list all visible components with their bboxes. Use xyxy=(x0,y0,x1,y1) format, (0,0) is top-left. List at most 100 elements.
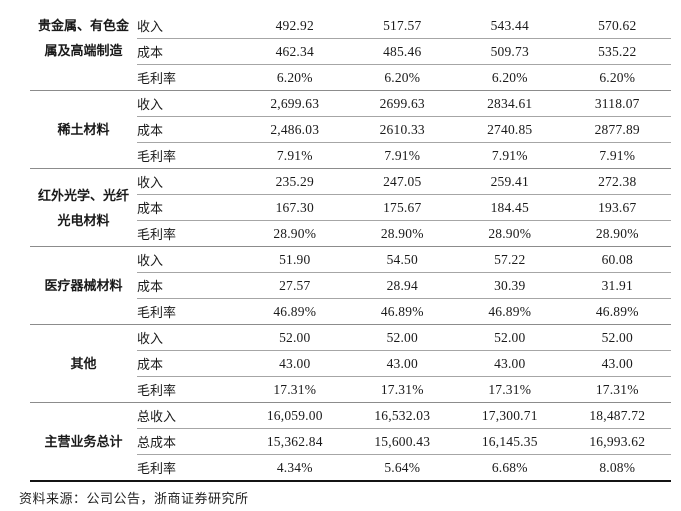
value-cell: 7.91% xyxy=(456,142,564,169)
value-cell: 8.08% xyxy=(599,459,636,475)
row-label-cell: 成本 xyxy=(137,350,241,377)
value-cell: 6.68% xyxy=(491,459,528,475)
value-cell: 43.00 xyxy=(563,350,671,377)
row-label-cell: 毛利率 xyxy=(137,64,241,91)
table-row: 稀土材料 收入 2,699.63 2699.63 2834.61 3118.07 xyxy=(30,90,671,169)
value-cell: 235.29 xyxy=(241,168,349,195)
row-label-cell: 收入 xyxy=(137,324,241,351)
value-cell: 16,532.03 xyxy=(348,402,456,429)
table-row: 毛利率 7.91% 7.91% 7.91% 7.91% xyxy=(30,142,671,169)
value-cell: 3118.07 xyxy=(563,90,671,117)
value-cell: 31.91 xyxy=(563,272,671,299)
row-label-cell: 成本 xyxy=(137,272,241,299)
table-row: 贵金属、有色金属及高端制造 收入 492.92 517.57 543.44 57… xyxy=(30,13,671,91)
table-row: 毛利率 4.34% 5.64% 6.68% 8.08% xyxy=(30,455,671,482)
row-label-cell: 毛利率 xyxy=(137,142,241,169)
value-cell: 51.90 xyxy=(241,246,349,273)
row-label-cell: 收入 xyxy=(137,13,241,39)
value-cell: 2877.89 xyxy=(563,116,671,143)
row-label-cell: 毛利率 xyxy=(137,298,241,325)
table-row: 成本 2,486.03 2610.33 2740.85 2877.89 xyxy=(30,116,671,143)
value-cell: 543.44 xyxy=(456,13,564,39)
table-row: 成本 167.30 175.67 184.45 193.67 xyxy=(30,194,671,221)
value-cell: 17.31% xyxy=(456,376,564,403)
table-row: 红外光学、光纤光电材料 收入 235.29 247.05 259.41 272.… xyxy=(30,168,671,247)
value-cell: 259.41 xyxy=(456,168,564,195)
value-cell: 2,486.03 xyxy=(241,116,349,143)
value-cell: 17.31% xyxy=(241,376,349,403)
row-label-cell: 总收入 xyxy=(137,402,241,429)
value-cell: 52.00 xyxy=(563,324,671,351)
table-row: 成本 27.57 28.94 30.39 31.91 xyxy=(30,272,671,299)
value-cell: 46.89% xyxy=(456,298,564,325)
value-cell: 17.31% xyxy=(563,376,671,403)
row-label-cell: 成本 xyxy=(137,38,241,65)
group-main-business-total: 主营业务总计 总收入 16,059.00 16,532.03 17,300.71… xyxy=(30,402,671,482)
value-cell: 2699.63 xyxy=(348,90,456,117)
row-label-cell: 毛利率 xyxy=(137,376,241,403)
value-cell: 193.67 xyxy=(563,194,671,221)
table-row: 医疗器械材料 收入 51.90 54.50 57.22 60.08 xyxy=(30,246,671,325)
row-label-cell: 毛利率 xyxy=(137,461,177,476)
group-label-cell: 贵金属、有色金属及高端制造 xyxy=(30,13,137,91)
value-cell: 52.00 xyxy=(456,324,564,351)
value-cell: 30.39 xyxy=(456,272,564,299)
table-row: 毛利率 46.89% 46.89% 46.89% 46.89% xyxy=(30,298,671,325)
value-cell: 57.22 xyxy=(456,246,564,273)
value-cell: 46.89% xyxy=(241,298,349,325)
row-label-cell: 成本 xyxy=(137,116,241,143)
table-row: 毛利率 17.31% 17.31% 17.31% 17.31% xyxy=(30,376,671,403)
value-cell: 4.34% xyxy=(276,459,313,475)
value-cell: 28.90% xyxy=(456,220,564,247)
value-cell: 16,145.35 xyxy=(456,428,564,455)
value-cell: 46.89% xyxy=(563,298,671,325)
group-precious-metals: 贵金属、有色金属及高端制造 收入 492.92 517.57 543.44 57… xyxy=(30,13,671,91)
value-cell: 485.46 xyxy=(348,38,456,65)
value-cell: 247.05 xyxy=(348,168,456,195)
value-cell: 492.92 xyxy=(241,13,349,39)
value-cell: 27.57 xyxy=(241,272,349,299)
value-cell: 6.20% xyxy=(348,64,456,91)
group-rare-earth: 稀土材料 收入 2,699.63 2699.63 2834.61 3118.07… xyxy=(30,90,671,169)
value-cell: 18,487.72 xyxy=(563,402,671,429)
group-label-cell: 红外光学、光纤光电材料 xyxy=(30,168,137,247)
value-cell: 7.91% xyxy=(563,142,671,169)
group-label-cell: 稀土材料 xyxy=(30,90,137,169)
group-label-cell: 医疗器械材料 xyxy=(30,246,137,325)
value-cell: 16,993.62 xyxy=(563,428,671,455)
value-cell: 28.94 xyxy=(348,272,456,299)
row-label-cell: 成本 xyxy=(137,194,241,221)
value-cell: 6.20% xyxy=(456,64,564,91)
value-cell: 272.38 xyxy=(563,168,671,195)
value-cell: 2,699.63 xyxy=(241,90,349,117)
value-cell: 6.20% xyxy=(241,64,349,91)
row-label-cell: 总成本 xyxy=(137,428,241,455)
value-cell: 509.73 xyxy=(456,38,564,65)
value-cell: 28.90% xyxy=(563,220,671,247)
value-cell: 184.45 xyxy=(456,194,564,221)
source-note: 资料来源：公司公告，浙商证券研究所 xyxy=(19,491,249,506)
value-cell: 7.91% xyxy=(348,142,456,169)
value-cell: 46.89% xyxy=(348,298,456,325)
group-other: 其他 收入 52.00 52.00 52.00 52.00 成本 43.00 4… xyxy=(30,324,671,403)
table-row: 总成本 15,362.84 15,600.43 16,145.35 16,993… xyxy=(30,428,671,455)
value-cell: 15,600.43 xyxy=(348,428,456,455)
value-cell: 5.64% xyxy=(384,459,421,475)
value-cell: 16,059.00 xyxy=(241,402,349,429)
value-cell: 15,362.84 xyxy=(241,428,349,455)
value-cell: 54.50 xyxy=(348,246,456,273)
table-row: 主营业务总计 总收入 16,059.00 16,532.03 17,300.71… xyxy=(30,402,671,449)
row-label-cell: 收入 xyxy=(137,168,241,195)
value-cell: 6.20% xyxy=(563,64,671,91)
value-cell: 2740.85 xyxy=(456,116,564,143)
value-cell: 2610.33 xyxy=(348,116,456,143)
table-row: 毛利率 28.90% 28.90% 28.90% 28.90% xyxy=(30,220,671,247)
segment-margin-table: 贵金属、有色金属及高端制造 收入 492.92 517.57 543.44 57… xyxy=(30,13,671,482)
value-cell: 43.00 xyxy=(348,350,456,377)
value-cell: 17.31% xyxy=(348,376,456,403)
value-cell: 462.34 xyxy=(241,38,349,65)
value-cell: 535.22 xyxy=(563,38,671,65)
value-cell: 17,300.71 xyxy=(456,402,564,429)
value-cell: 517.57 xyxy=(348,13,456,39)
